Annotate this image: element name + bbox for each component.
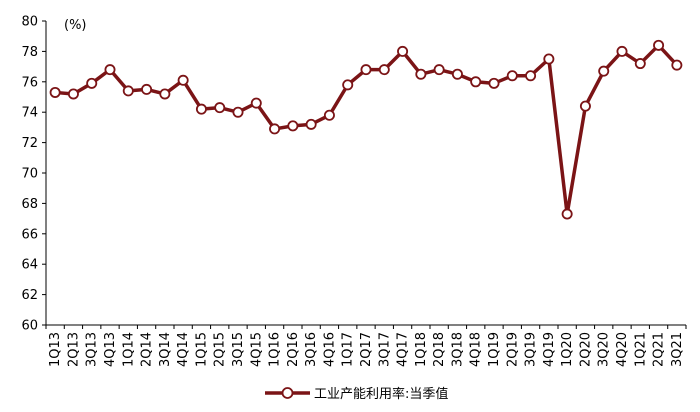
x-tick-label: 4Q13 [103, 332, 118, 367]
data-point [214, 102, 226, 114]
data-point [342, 79, 354, 91]
data-point [177, 74, 189, 86]
data-point [305, 118, 317, 130]
x-tick-label: 3Q14 [158, 332, 173, 367]
x-tick-label: 1Q18 [414, 332, 429, 367]
x-tick-label: 1Q16 [268, 332, 283, 367]
data-point [378, 64, 390, 76]
data-point [671, 59, 683, 71]
x-ticks: 1Q13 2Q13 3Q13 4Q13 1Q14 2Q14 3Q14 4Q14 1Q15 2Q15… [45, 325, 687, 367]
data-point [634, 58, 646, 70]
y-tick-label: 66 [21, 227, 38, 242]
x-tick-label: 4Q16 [322, 332, 337, 367]
data-point [360, 64, 372, 76]
data-point [232, 106, 244, 118]
y-tick-label: 78 [21, 45, 38, 60]
data-point [141, 83, 153, 95]
data-point [579, 100, 591, 112]
data-point [287, 120, 299, 132]
data-point [415, 68, 427, 80]
x-tick-label: 2Q19 [505, 332, 520, 367]
data-point [525, 70, 537, 82]
y-tick-label: 68 [21, 197, 38, 212]
x-tick-label: 2Q21 [652, 332, 667, 367]
x-tick-label: 2Q17 [359, 332, 374, 367]
x-tick-label: 4Q17 [396, 332, 411, 367]
unit-label: (%) [64, 18, 87, 33]
x-tick-label: 1Q13 [48, 332, 63, 367]
data-point [250, 97, 262, 109]
x-tick-label: 2Q20 [578, 332, 593, 367]
x-tick-label: 2Q16 [286, 332, 301, 367]
x-tick-label: 3Q17 [377, 332, 392, 367]
x-tick-label: 4Q14 [176, 332, 191, 367]
data-point [86, 77, 98, 89]
data-point [67, 88, 79, 100]
x-tick-label: 3Q16 [304, 332, 319, 367]
x-tick-label: 3Q20 [597, 332, 612, 367]
y-ticks: 60 62 64 66 68 70 72 74 76 78 80 [21, 15, 46, 334]
x-tick-label: 2Q13 [66, 332, 81, 367]
x-tick-label: 3Q21 [670, 332, 685, 367]
data-point [397, 45, 409, 57]
x-tick-label: 4Q20 [615, 332, 630, 367]
x-tick-label: 4Q19 [542, 332, 557, 367]
data-point [49, 86, 61, 98]
x-tick-label: 1Q19 [487, 332, 502, 367]
series-layer [49, 39, 683, 220]
x-tick-label: 2Q18 [432, 332, 447, 367]
data-point [543, 53, 555, 65]
x-tick-label: 1Q14 [121, 332, 136, 367]
y-tick-label: 74 [21, 106, 38, 121]
legend-point-marker [281, 387, 294, 399]
x-tick-label: 1Q17 [341, 332, 356, 367]
x-tick-label: 2Q14 [140, 332, 155, 367]
x-tick-label: 4Q15 [249, 332, 264, 367]
y-tick-label: 72 [21, 136, 38, 151]
y-tick-label: 60 [21, 319, 38, 334]
y-tick-label: 76 [21, 75, 38, 90]
x-tick-label: 4Q18 [469, 332, 484, 367]
y-tick-label: 62 [21, 288, 38, 303]
x-tick-label: 3Q13 [85, 332, 100, 367]
data-point [269, 123, 281, 135]
data-point [433, 64, 445, 76]
data-point [598, 65, 610, 77]
y-tick-label: 70 [21, 167, 38, 182]
y-tick-label: 64 [21, 258, 38, 273]
data-point [488, 77, 500, 89]
data-point [104, 64, 116, 76]
data-point [561, 208, 573, 220]
x-tick-label: 1Q15 [194, 332, 209, 367]
data-point [195, 103, 207, 115]
data-point [616, 45, 628, 57]
x-tick-label: 3Q19 [524, 332, 539, 367]
x-tick-label: 2Q15 [213, 332, 228, 367]
x-tick-label: 3Q18 [450, 332, 465, 367]
data-point [122, 85, 134, 97]
x-tick-label: 1Q21 [633, 332, 648, 367]
legend-label: 工业产能利用率:当季值 [314, 386, 448, 402]
data-point [506, 70, 518, 82]
data-point [653, 39, 665, 51]
x-tick-label: 3Q15 [231, 332, 246, 367]
data-point [159, 88, 171, 100]
legend: 工业产能利用率:当季值 [265, 386, 448, 402]
data-point [323, 109, 335, 121]
data-point [451, 68, 463, 80]
x-tick-label: 1Q20 [560, 332, 575, 367]
data-point [470, 76, 482, 88]
y-tick-label: 80 [21, 15, 38, 30]
